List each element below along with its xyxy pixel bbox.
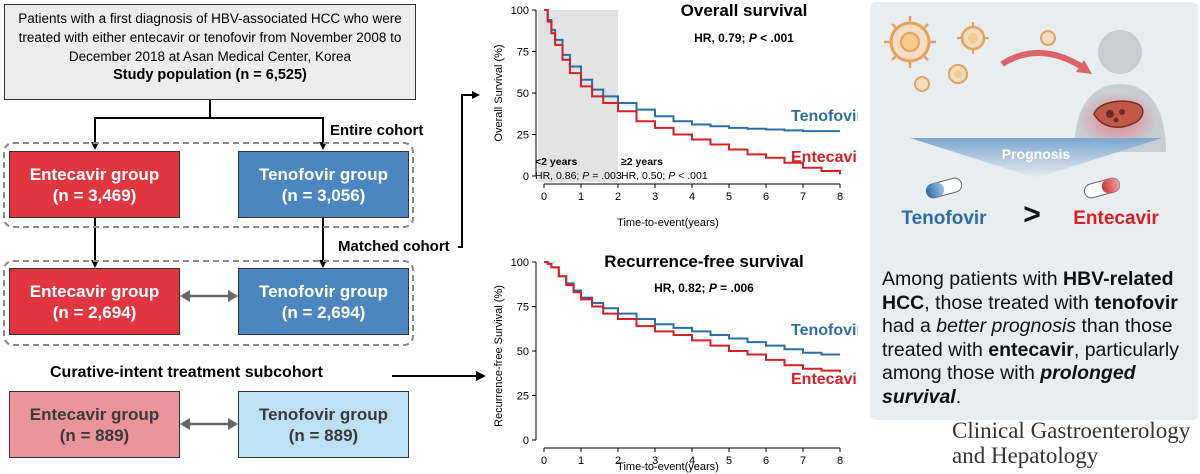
entire-cohort-label: Entire cohort [330,122,424,139]
annotation-early-hr: HR, 0.86; P = .003 [535,170,622,182]
x-tick-label: 5 [726,455,732,467]
x-tick-label: 7 [800,455,806,467]
x-tick-label: 6 [763,191,769,203]
arrow-to-recurrence-free [392,371,486,381]
y-tick-label: 75 [517,47,529,59]
x-tick-label: 2 [615,455,621,467]
study-population-count: Study population (n = 6,525) [113,67,307,83]
prognosis-illustration: Prognosis Tenofovir > Entecavir [884,16,1166,231]
overall-survival-chart: 0 1 2 3 4 5 6 7 8 0 25 50 75 100 Overall survival HR,… [493,1,858,229]
axes: 0 1 2 3 4 5 6 7 8 0 25 50 75 100 [511,257,843,467]
legend-entecavir: Entecavir [791,149,858,166]
entecavir-entire-box: Entecavir group (n = 3,469) [9,151,180,218]
study-population-box: Patients with a first diagnosis of HBV-a… [4,4,416,100]
y-tick-label: 100 [511,257,529,269]
y-tick-label: 100 [511,5,529,17]
tenofovir-matched-box: Tenofovir group (n = 2,694) [238,268,409,335]
x-tick-label: 2 [615,191,621,203]
x-tick-label: 4 [689,191,695,203]
recurrence-free-survival-chart: 0 1 2 3 4 5 6 7 8 0 25 50 75 100 Recurrence-free surv… [493,252,858,473]
x-tick-label: 6 [763,455,769,467]
annotation-early-head: <2 years [535,156,577,168]
hazard-ratio: HR, 0.79; P < .001 [694,31,794,45]
prognosis-label: Prognosis [1002,146,1071,162]
chart-title: Overall survival [681,1,808,20]
legend-tenofovir: Tenofovir [791,322,858,339]
x-tick-label: 7 [800,191,806,203]
x-tick-label: 5 [726,191,732,203]
y-tick-label: 25 [517,391,529,403]
liver-icon [1093,100,1144,128]
x-tick-label: 8 [837,455,843,467]
x-tick-label: 1 [578,455,584,467]
hazard-ratio: HR, 0.82; P = .006 [654,281,754,295]
x-tick-label: 4 [689,455,695,467]
y-axis-label: Recurrence-free Survival (%) [493,285,505,427]
series-line-entecavir [544,9,841,175]
tenofovir-entire-box: Tenofovir group (n = 3,056) [238,151,409,218]
capsule-icon [925,177,963,199]
series-line-entecavir [544,261,841,373]
y-tick-label: 0 [523,171,529,183]
entecavir-curative-box: Entecavir group (n = 889) [9,391,180,458]
entecavir-label: Entecavir [1073,208,1159,229]
arrow-icon [1000,50,1086,71]
prognosis-wedge [910,138,1162,178]
x-tick-label: 3 [652,191,658,203]
legend-entecavir: Entecavir [791,371,858,388]
greater-than-symbol: > [1023,198,1041,231]
x-axis-label: Time-to-event(years) [617,461,719,473]
x-tick-label: 0 [541,191,547,203]
tenofovir-curative-box: Tenofovir group (n = 889) [238,391,409,458]
virus-icon [884,16,1056,92]
x-axis-label: Time-to-event(years) [617,217,719,229]
annotation-late-hr: HR, 0.50; P < .001 [621,170,708,182]
y-tick-label: 50 [517,88,529,100]
matched-cohort-label: Matched cohort [338,238,450,255]
subcohort-label: Curative-intent treatment subcohort [50,364,323,381]
legend-tenofovir: Tenofovir [791,108,858,125]
tenofovir-label: Tenofovir [901,208,987,229]
series-line-tenofovir [544,9,840,133]
study-description: Patients with a first diagnosis of HBV-a… [18,11,402,64]
x-tick-label: 8 [837,191,843,203]
x-tick-label: 3 [652,455,658,467]
y-tick-label: 0 [523,435,529,447]
entire-cohort-frame [3,142,414,228]
human-silhouette-icon [1074,30,1166,152]
y-axis-label: Overall Survival (%) [493,44,505,141]
capsule-icon [1083,177,1121,199]
chart-title: Recurrence-free survival [604,252,803,271]
annotation-late-head: ≥2 years [621,156,663,168]
x-tick-label: 0 [541,455,547,467]
y-tick-label: 75 [517,302,529,314]
axes: 0 1 2 3 4 5 6 7 8 0 25 50 75 100 [511,5,843,203]
y-tick-label: 50 [517,346,529,358]
matched-cohort-frame [3,260,414,346]
x-tick-label: 1 [578,191,584,203]
y-tick-label: 25 [517,130,529,142]
entecavir-matched-box: Entecavir group (n = 2,694) [9,268,180,335]
summary-panel [870,2,1198,420]
arrow-to-overall-survival [458,91,480,248]
summary-text: Among patients with HBV-related HCC, tho… [882,268,1179,408]
journal-name: Clinical Gastroenterology and Hepatology [952,418,1191,468]
